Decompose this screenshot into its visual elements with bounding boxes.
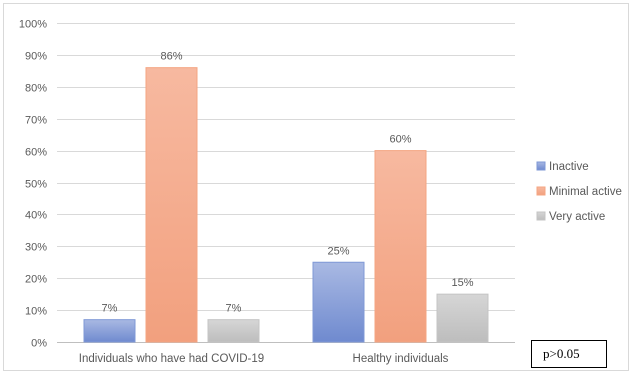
bar-inactive	[312, 261, 365, 343]
y-tick-label: 70%	[25, 115, 47, 127]
y-tick-label: 100%	[19, 19, 47, 31]
y-axis-ticks: 0% 10% 20% 30% 40% 50% 60% 70% 80% 90% 100%	[19, 19, 47, 350]
y-tick-label: 60%	[25, 147, 47, 159]
x-category-label: Healthy individuals	[353, 353, 449, 365]
bars	[83, 67, 489, 343]
p-value-text: p>0.05	[543, 346, 580, 361]
data-label: 86%	[160, 51, 182, 63]
legend-label: Very active	[549, 211, 605, 223]
bar-very-active	[436, 293, 489, 343]
x-axis-categories: Individuals who have had COVID-19 Healthy…	[79, 353, 449, 365]
data-label: 15%	[451, 277, 473, 289]
y-tick-label: 0%	[31, 338, 47, 350]
y-tick-label: 80%	[25, 83, 47, 95]
data-label: 7%	[226, 303, 242, 315]
legend-label: Inactive	[549, 161, 589, 173]
legend-swatch	[536, 161, 546, 171]
bar-very-active	[207, 319, 260, 343]
y-tick-label: 20%	[25, 274, 47, 286]
y-tick-label: 40%	[25, 210, 47, 222]
data-labels: 7% 86% 7% 25% 60% 15%	[102, 51, 474, 315]
legend-swatch	[536, 211, 546, 221]
data-label: 60%	[389, 134, 411, 146]
data-label: 7%	[102, 303, 118, 315]
data-label: 25%	[327, 245, 349, 257]
y-tick-label: 10%	[25, 306, 47, 318]
y-tick-label: 90%	[25, 51, 47, 63]
bar-minimal-active	[145, 67, 198, 343]
legend: Inactive Minimal active Very active	[536, 161, 622, 223]
p-value-annotation: p>0.05	[531, 340, 607, 368]
bar-inactive	[83, 319, 136, 343]
legend-swatch	[536, 186, 546, 196]
y-tick-label: 30%	[25, 242, 47, 254]
legend-label: Minimal active	[549, 186, 622, 198]
y-tick-label: 50%	[25, 179, 47, 191]
x-category-label: Individuals who have had COVID-19	[79, 353, 264, 365]
bar-minimal-active	[374, 150, 427, 343]
